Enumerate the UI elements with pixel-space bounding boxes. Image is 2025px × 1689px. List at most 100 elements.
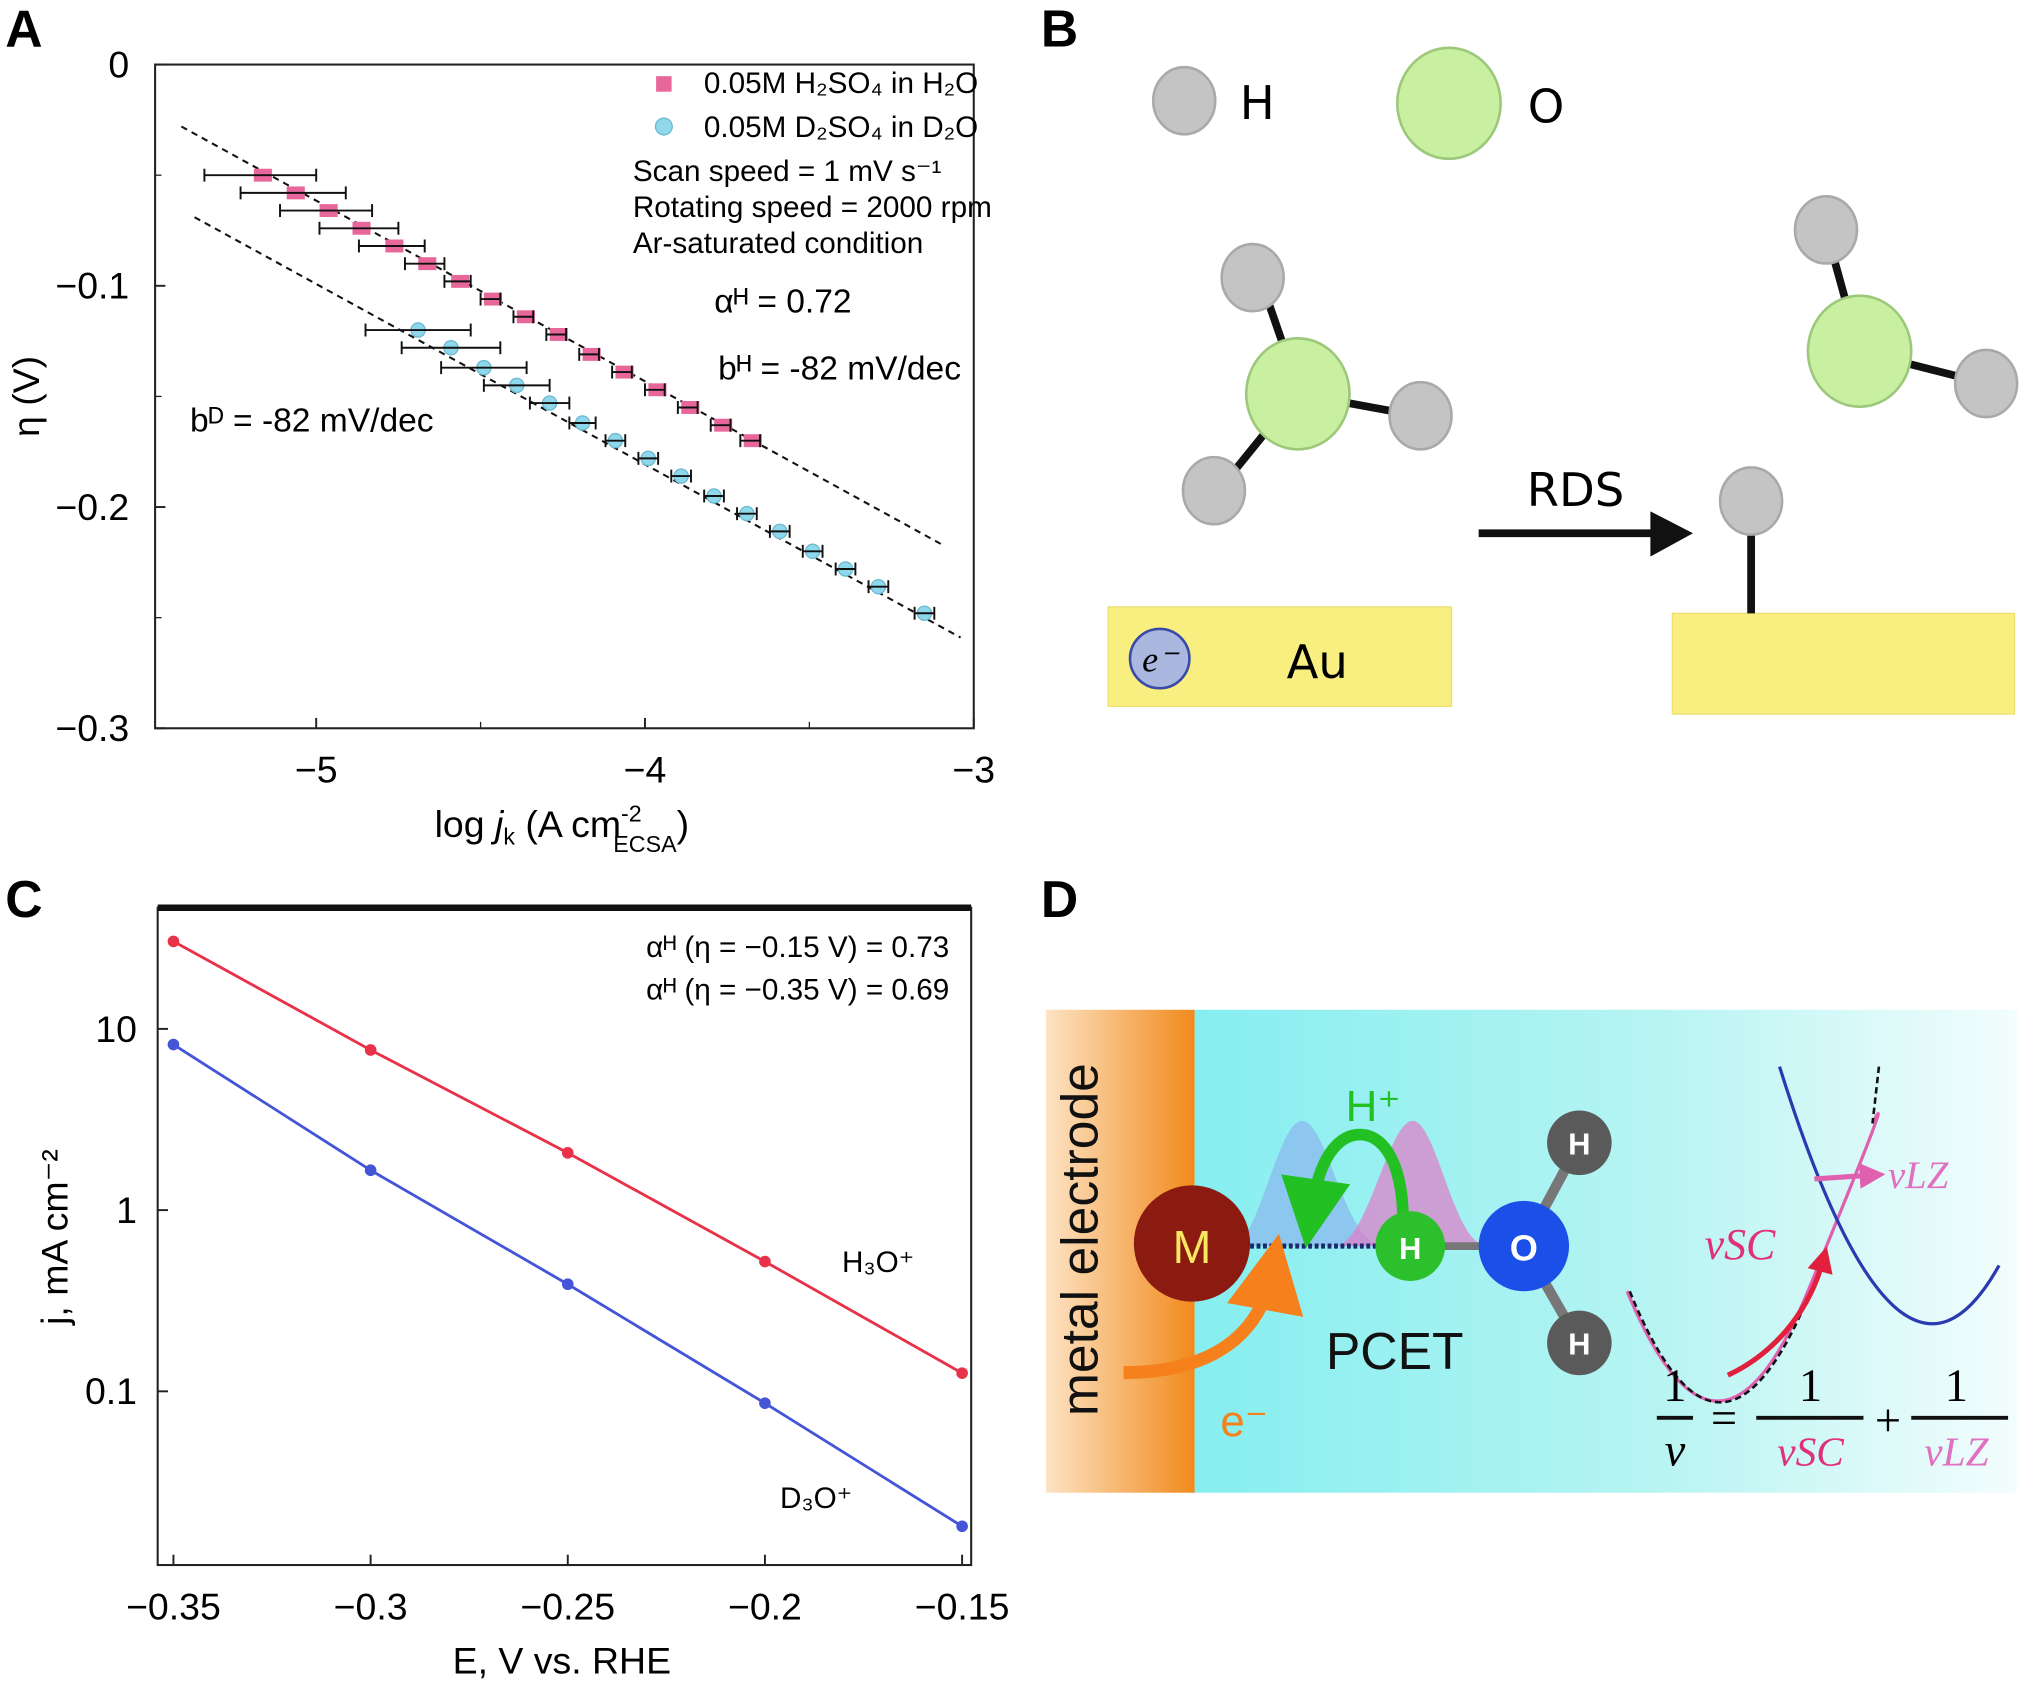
metal-electrode-label: metal electrode xyxy=(1051,1063,1109,1416)
y-axis-label-c: j, mA cm⁻² xyxy=(33,1149,75,1326)
y-axis-label-a: η (V) xyxy=(5,356,47,437)
h-atom-icon xyxy=(1953,348,2019,419)
h-atom-icon xyxy=(1547,1110,1612,1176)
y-tick-label-c: 0.1 xyxy=(85,1370,137,1412)
data-point-h3o xyxy=(759,1255,771,1268)
panel-d: D metal electrode M H⁺ H O H H e⁻ PCET ν… xyxy=(1041,870,2018,1493)
electron-label: e⁻ xyxy=(1142,639,1180,679)
x-tick-label-c: −0.2 xyxy=(728,1585,802,1627)
x-tick-label-a: −3 xyxy=(952,749,995,791)
x-tick-label-c: −0.25 xyxy=(520,1585,615,1627)
x-tick-label-c: −0.15 xyxy=(915,1585,1010,1627)
legend-marker-d2o xyxy=(654,117,673,136)
nu-sc-label: νSC xyxy=(1705,1221,1776,1269)
h-atom-icon xyxy=(1547,1310,1612,1376)
h-atom-icon xyxy=(1220,242,1285,313)
sc-path-arrow-icon xyxy=(1726,1246,1833,1378)
metal-atom-label: M xyxy=(1173,1221,1212,1273)
h-atom-label: H xyxy=(1568,1126,1590,1161)
eq-nu-lz: νLZ xyxy=(1924,1429,1989,1475)
axes-a: −5 −4 −3 0 −0.1 −0.2 −0.3 xyxy=(55,43,995,790)
y-tick-label-a: −0.2 xyxy=(55,486,129,528)
lz-path-arrow-icon xyxy=(1814,1163,1886,1189)
annotation-b-h: bᴴ = -82 mV/dec xyxy=(718,351,961,388)
annotation-scan-speed: Scan speed = 1 mV s⁻¹ xyxy=(633,155,942,188)
data-point-d3o xyxy=(956,1520,968,1533)
h-atom-icon xyxy=(1181,455,1247,526)
au-electrode-product xyxy=(1671,612,2016,715)
o-atom-icon xyxy=(1478,1200,1570,1292)
reactant-diabatic-curve xyxy=(1628,1290,1812,1404)
data-point-d3o xyxy=(167,1038,180,1051)
o-atom-label: O xyxy=(1510,1227,1538,1268)
annotation-alpha-h: αᴴ = 0.72 xyxy=(714,283,851,320)
legend-h-atom-icon xyxy=(1151,65,1217,136)
electron-label: e⁻ xyxy=(1220,1397,1268,1446)
panel-label-c: C xyxy=(5,870,42,928)
y-tick-label-a: −0.3 xyxy=(55,707,129,749)
data-marks-a xyxy=(203,168,936,621)
y-tick-label-c: 10 xyxy=(95,1008,137,1050)
data-point-d3o xyxy=(364,1164,377,1177)
x-axis-label-a: log jk (A cm-2 ECSA) xyxy=(435,800,689,857)
legend-o-atom-icon xyxy=(1396,46,1502,161)
series-label-h3o: H₃O⁺ xyxy=(842,1246,914,1279)
solution-region xyxy=(1194,1009,2018,1493)
legend-label-h2o: 0.05M H₂SO₄ in H₂O xyxy=(704,67,978,100)
acceptor-wavefunction xyxy=(1336,1120,1486,1247)
eq-nu-sc: νSC xyxy=(1777,1429,1844,1475)
panel-label-b: B xyxy=(1041,0,1078,57)
annotation-condition: Ar-saturated condition xyxy=(633,227,923,260)
h-atom-label: H xyxy=(1568,1327,1590,1362)
rate-equation: 1 ν = 1 νSC + 1 νLZ xyxy=(1656,1361,2009,1477)
data-point-h3o xyxy=(167,935,180,948)
x-tick-label-a: −4 xyxy=(624,749,667,791)
data-point-d3o xyxy=(759,1397,771,1410)
electron-transfer-arrow-icon xyxy=(1123,1233,1304,1380)
annotation-rotating-speed: Rotating speed = 2000 rpm xyxy=(633,191,992,224)
au-label: Au xyxy=(1287,635,1348,689)
nu-lz-label: νLZ xyxy=(1888,1154,1949,1197)
proton-transfer-arrow-icon xyxy=(1281,1128,1409,1249)
panel-label-a: A xyxy=(5,0,42,57)
h-atom-icon xyxy=(1793,194,1859,265)
panel-b: B H O RDS e⁻ Au xyxy=(1041,0,2019,715)
water-molecule xyxy=(1793,194,2019,419)
data-point-h3o xyxy=(364,1044,377,1056)
eq-nu: ν xyxy=(1665,1426,1686,1477)
y-tick-label-a: 0 xyxy=(108,43,129,85)
o-atom-icon xyxy=(1806,294,1913,409)
panel-c: C −0.35 −0.3 −0.25 −0.2 −0.15 10 1 0.1 E, V vs.… xyxy=(5,870,1009,1682)
data-marks-c xyxy=(167,935,968,1533)
eq-equals: = xyxy=(1711,1393,1737,1444)
legend-label-d2o: 0.05M D₂SO₄ in D₂O xyxy=(704,111,978,144)
eq-plus: + xyxy=(1875,1396,1901,1447)
h-atom-icon xyxy=(1388,380,1453,451)
y-tick-label-c: 1 xyxy=(116,1189,137,1231)
data-point-h3o xyxy=(956,1367,968,1379)
data-point-h3o xyxy=(561,1147,574,1159)
hydronium-molecule xyxy=(1181,242,1453,526)
x-tick-label-a: −5 xyxy=(295,749,338,791)
x-axis-label-c: E, V vs. RHE xyxy=(453,1640,671,1682)
transferring-h-atom-icon xyxy=(1375,1211,1446,1281)
y-tick-label-a: −0.1 xyxy=(55,265,129,307)
legend-h-label: H xyxy=(1240,76,1275,130)
x-tick-label-c: −0.3 xyxy=(334,1585,408,1627)
series-label-d3o: D₃O⁺ xyxy=(780,1482,852,1515)
x-tick-label-c: −0.35 xyxy=(126,1585,221,1627)
legend-marker-h2o xyxy=(656,76,672,92)
o-atom-icon xyxy=(1244,337,1351,451)
pcet-label: PCET xyxy=(1326,1322,1464,1380)
panel-a: A −5 −4 −3 0 −0.1 −0.2 −0.3 log jk (A cm-2 ECSA… xyxy=(5,0,995,857)
legend-a: 0.05M H₂SO₄ in H₂O 0.05M D₂SO₄ in D₂O xyxy=(654,67,978,144)
rds-arrowhead-icon xyxy=(1650,511,1694,557)
electron-icon xyxy=(1128,627,1191,690)
proton-label: H⁺ xyxy=(1346,1082,1401,1131)
annotation-alpha-015: αᴴ (η = −0.15 V) = 0.73 xyxy=(646,931,949,964)
metal-atom-icon xyxy=(1133,1185,1251,1302)
product-energy-curve xyxy=(1777,1066,2001,1326)
rds-label: RDS xyxy=(1527,463,1625,517)
h-atom-label: H xyxy=(1399,1231,1421,1266)
